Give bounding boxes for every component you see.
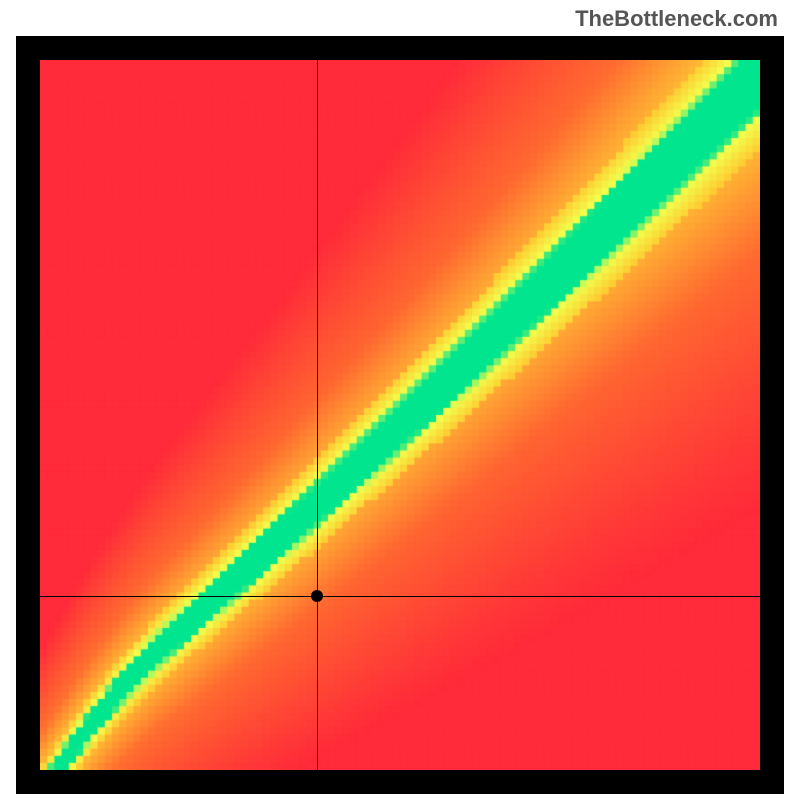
- data-point-marker: [311, 590, 323, 602]
- heatmap-canvas: [40, 60, 760, 770]
- crosshair-vertical: [317, 60, 318, 770]
- plot-frame: [16, 36, 784, 794]
- crosshair-horizontal: [40, 596, 760, 597]
- plot-area: [40, 60, 760, 770]
- attribution-text: TheBottleneck.com: [575, 6, 778, 32]
- chart-container: TheBottleneck.com: [0, 0, 800, 800]
